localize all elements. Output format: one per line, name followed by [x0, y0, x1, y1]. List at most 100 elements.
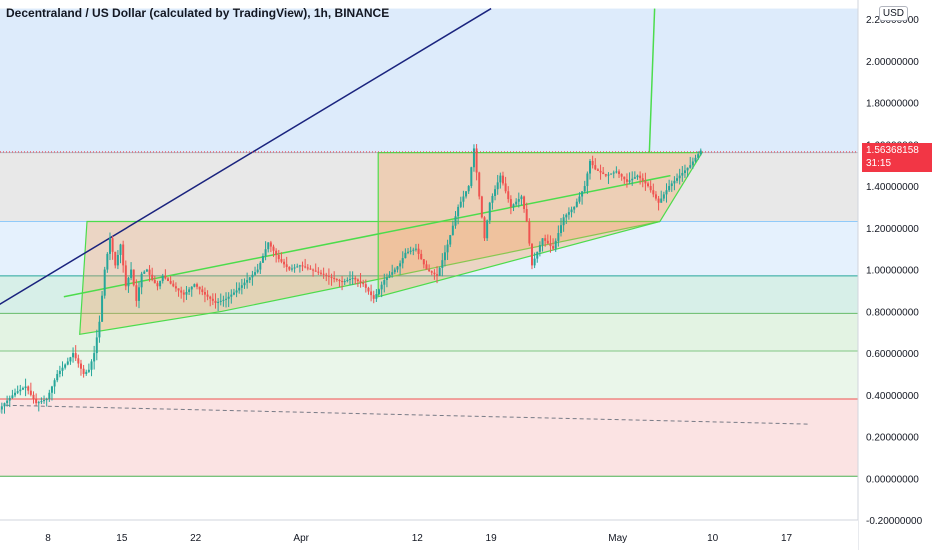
- candle: [507, 186, 510, 203]
- candle: [319, 269, 322, 276]
- candle: [196, 282, 199, 290]
- candle: [515, 198, 518, 207]
- candle: [354, 275, 357, 285]
- candle: [433, 269, 436, 280]
- candle: [261, 253, 264, 263]
- candle: [393, 267, 396, 275]
- candle-body: [375, 294, 378, 299]
- candle-body: [338, 280, 341, 282]
- currency-badge[interactable]: USD: [878, 6, 908, 21]
- candle: [499, 172, 502, 189]
- candle: [190, 286, 193, 297]
- candle-body: [256, 269, 259, 273]
- x-tick-label: 8: [45, 533, 51, 544]
- candle-body: [399, 263, 402, 267]
- candle-body: [341, 281, 344, 283]
- candle: [201, 285, 204, 296]
- candle: [412, 247, 415, 256]
- candle: [420, 249, 423, 260]
- candle: [169, 275, 172, 285]
- candle-body: [581, 191, 584, 197]
- candle: [575, 198, 578, 208]
- candle-body: [69, 357, 72, 362]
- candle: [325, 272, 328, 282]
- candle: [472, 144, 475, 172]
- candle-body: [137, 287, 140, 301]
- candle: [528, 218, 531, 246]
- candle: [438, 266, 441, 276]
- candle: [198, 286, 201, 295]
- candle-body: [116, 254, 119, 266]
- candle: [335, 278, 338, 282]
- candle-body: [586, 173, 589, 187]
- candle: [372, 290, 375, 304]
- candle-body: [691, 161, 694, 166]
- candle: [290, 264, 293, 272]
- candle: [351, 271, 354, 285]
- candle: [536, 251, 539, 263]
- candle: [304, 258, 307, 269]
- candle-body: [182, 292, 185, 295]
- candle-body: [636, 175, 639, 178]
- candle-body: [132, 269, 135, 286]
- last-price-value: 1.56368158: [866, 145, 919, 156]
- candle-body: [459, 201, 462, 207]
- candle-body: [66, 361, 69, 365]
- candle-body: [269, 242, 272, 247]
- candle-body: [641, 178, 644, 181]
- candle: [56, 370, 59, 383]
- zone-band: [0, 350, 858, 400]
- candle: [50, 385, 53, 401]
- candle-body: [681, 172, 684, 176]
- candle-body: [618, 171, 621, 175]
- candle-body: [491, 195, 494, 203]
- candle-body: [407, 251, 410, 253]
- candle: [683, 164, 686, 178]
- candle: [594, 158, 597, 171]
- candle: [87, 363, 90, 373]
- candle: [454, 211, 457, 229]
- x-tick-label: Apr: [293, 533, 309, 544]
- candle-body: [21, 388, 24, 390]
- candle: [130, 262, 133, 281]
- candle: [296, 263, 299, 268]
- candle-body: [264, 249, 267, 256]
- candle: [248, 276, 251, 284]
- candle-body: [148, 269, 151, 275]
- candle-body: [644, 180, 647, 184]
- candle: [697, 151, 700, 160]
- candle-body: [393, 269, 396, 273]
- candle: [559, 217, 562, 237]
- candle: [446, 239, 449, 260]
- candle: [269, 240, 272, 253]
- candle: [396, 266, 399, 273]
- candle-body: [573, 206, 576, 210]
- candle: [480, 195, 483, 219]
- candle: [246, 272, 249, 289]
- candle: [214, 293, 217, 309]
- candle: [230, 289, 233, 304]
- candle-body: [449, 235, 452, 245]
- candle-body: [130, 269, 133, 278]
- candle-body: [412, 249, 415, 251]
- candle: [401, 251, 404, 269]
- candle-body: [420, 253, 423, 260]
- candle: [378, 288, 381, 296]
- last-price-badge: 1.56368158 31:15: [862, 143, 932, 172]
- candle-body: [251, 274, 254, 278]
- candle: [475, 144, 478, 181]
- symbol-title: Decentraland / US Dollar (calculated by …: [6, 6, 390, 20]
- candle: [280, 252, 283, 264]
- candle: [82, 364, 85, 378]
- candle: [654, 191, 657, 201]
- candle: [161, 273, 164, 284]
- candle: [530, 243, 533, 270]
- candle-body: [509, 199, 512, 207]
- candle: [330, 273, 333, 286]
- candle-body: [325, 274, 328, 276]
- candle-body: [240, 285, 243, 288]
- candle: [8, 395, 11, 408]
- candle-body: [167, 278, 170, 282]
- candle-body: [596, 169, 599, 171]
